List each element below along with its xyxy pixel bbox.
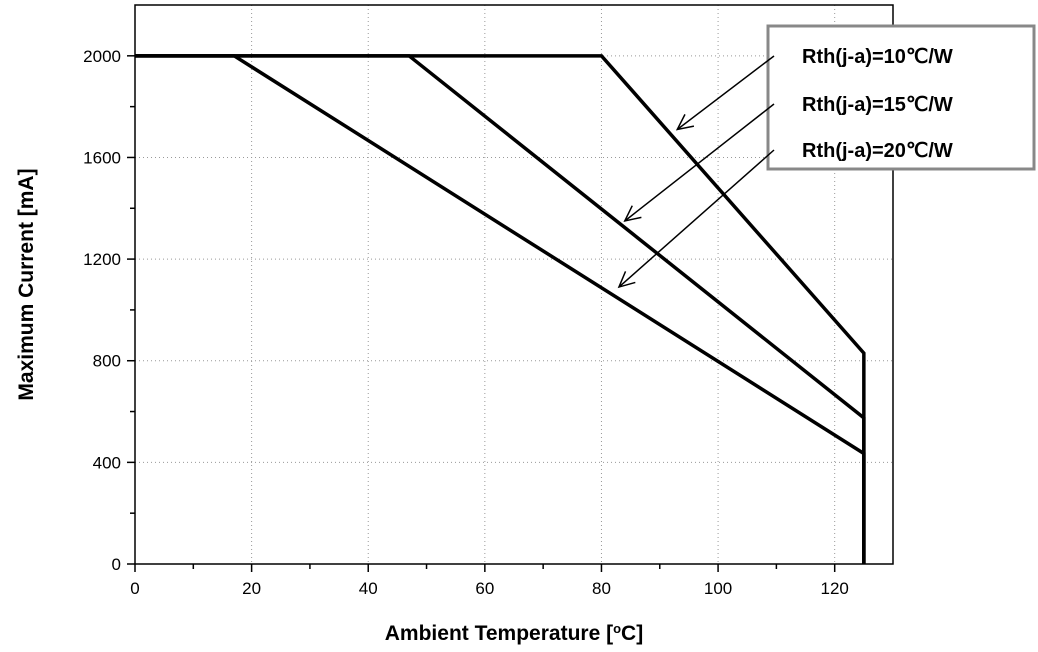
annotation-arrow-head — [623, 205, 642, 223]
y-tick-label: 1200 — [83, 250, 121, 269]
ticks — [127, 55, 836, 572]
y-axis-title: Maximum Current [mA] — [15, 168, 38, 400]
x-axis-title-unit: C] — [621, 622, 643, 645]
legend-label-rth10: Rth(j-a)=10℃/W — [802, 46, 953, 68]
annotation-arrow-line — [676, 55, 775, 131]
x-axis-title: Ambient Temperature [oC] — [385, 621, 643, 646]
x-tick-label: 0 — [130, 579, 139, 598]
annotation-arrow-line — [624, 103, 775, 222]
x-axis-title-degree: o — [613, 621, 621, 636]
legend: Rth(j-a)=10℃/W Rth(j-a)=15℃/W Rth(j-a)=2… — [766, 24, 1036, 171]
legend-box — [766, 24, 1036, 171]
annotation-arrow-line — [618, 149, 775, 288]
series-line-2 — [135, 54, 866, 564]
y-tick-label: 1600 — [83, 148, 121, 167]
x-tick-label: 120 — [821, 579, 849, 598]
annotation-arrow-head — [617, 271, 636, 289]
legend-label-rth15: Rth(j-a)=15℃/W — [802, 94, 953, 116]
y-tick-label: 400 — [93, 453, 121, 472]
y-tick-label: 2000 — [83, 47, 121, 66]
annotation-arrows — [617, 55, 775, 289]
x-tick-label: 20 — [242, 579, 261, 598]
x-tick-label: 100 — [704, 579, 732, 598]
x-axis-title-text: Ambient Temperature [ — [385, 622, 613, 645]
plot-frame — [134, 4, 894, 565]
x-tick-label: 40 — [359, 579, 378, 598]
annotation-arrow-head — [675, 114, 695, 131]
y-tick-label: 0 — [112, 555, 121, 574]
x-tick-label: 60 — [475, 579, 494, 598]
series-layer — [135, 54, 866, 564]
y-tick-label: 800 — [93, 352, 121, 371]
x-tick-label: 80 — [592, 579, 611, 598]
legend-label-rth20: Rth(j-a)=20℃/W — [802, 140, 953, 162]
